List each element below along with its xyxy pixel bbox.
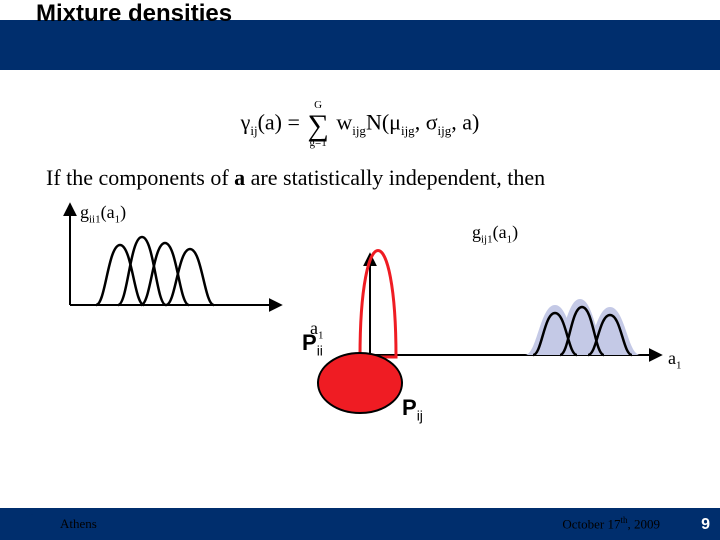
formula-a2: a [462, 110, 472, 135]
mu-sub: ijg [401, 123, 415, 138]
sigma-sub: ijg [438, 123, 452, 138]
logo-arc-icon [6, 500, 54, 540]
footer-date: October 17th, 2009 [562, 515, 660, 532]
independence-text: If the components of a are statistically… [46, 165, 545, 191]
diagram-stage [0, 195, 720, 455]
text-post: are statistically independent, then [245, 165, 545, 190]
slide-number: 9 [701, 516, 710, 534]
sigma-sum: ∑ [307, 114, 328, 138]
footer-location: Athens [60, 516, 97, 532]
formula-close: ) [472, 110, 479, 135]
date-suffix: , 2009 [628, 516, 661, 531]
sum-symbol: G ∑ g=1 [307, 100, 328, 149]
date-sup: th [620, 515, 627, 525]
slide-title: Mixture densities [36, 0, 232, 28]
formula-a1: a [265, 110, 275, 135]
text-pre: If the components of [46, 165, 234, 190]
gamma: γ [241, 110, 251, 135]
comma1: , [415, 110, 426, 135]
comma2: , [451, 110, 462, 135]
formula-sigma: σ [426, 110, 438, 135]
mixture-formula: γij(a) = G ∑ g=1 wijgN(μijg, σijg, a) [0, 100, 720, 149]
formula-w: w [336, 110, 352, 135]
gamma-sub: ij [250, 123, 257, 138]
sum-lower: g=1 [307, 138, 328, 149]
date-prefix: October 17 [562, 516, 620, 531]
formula-eq: = [282, 110, 305, 135]
w-sub: ijg [352, 123, 366, 138]
text-bold: a [234, 165, 245, 190]
formula-N: N( [366, 110, 389, 135]
formula-mu: μ [389, 110, 401, 135]
